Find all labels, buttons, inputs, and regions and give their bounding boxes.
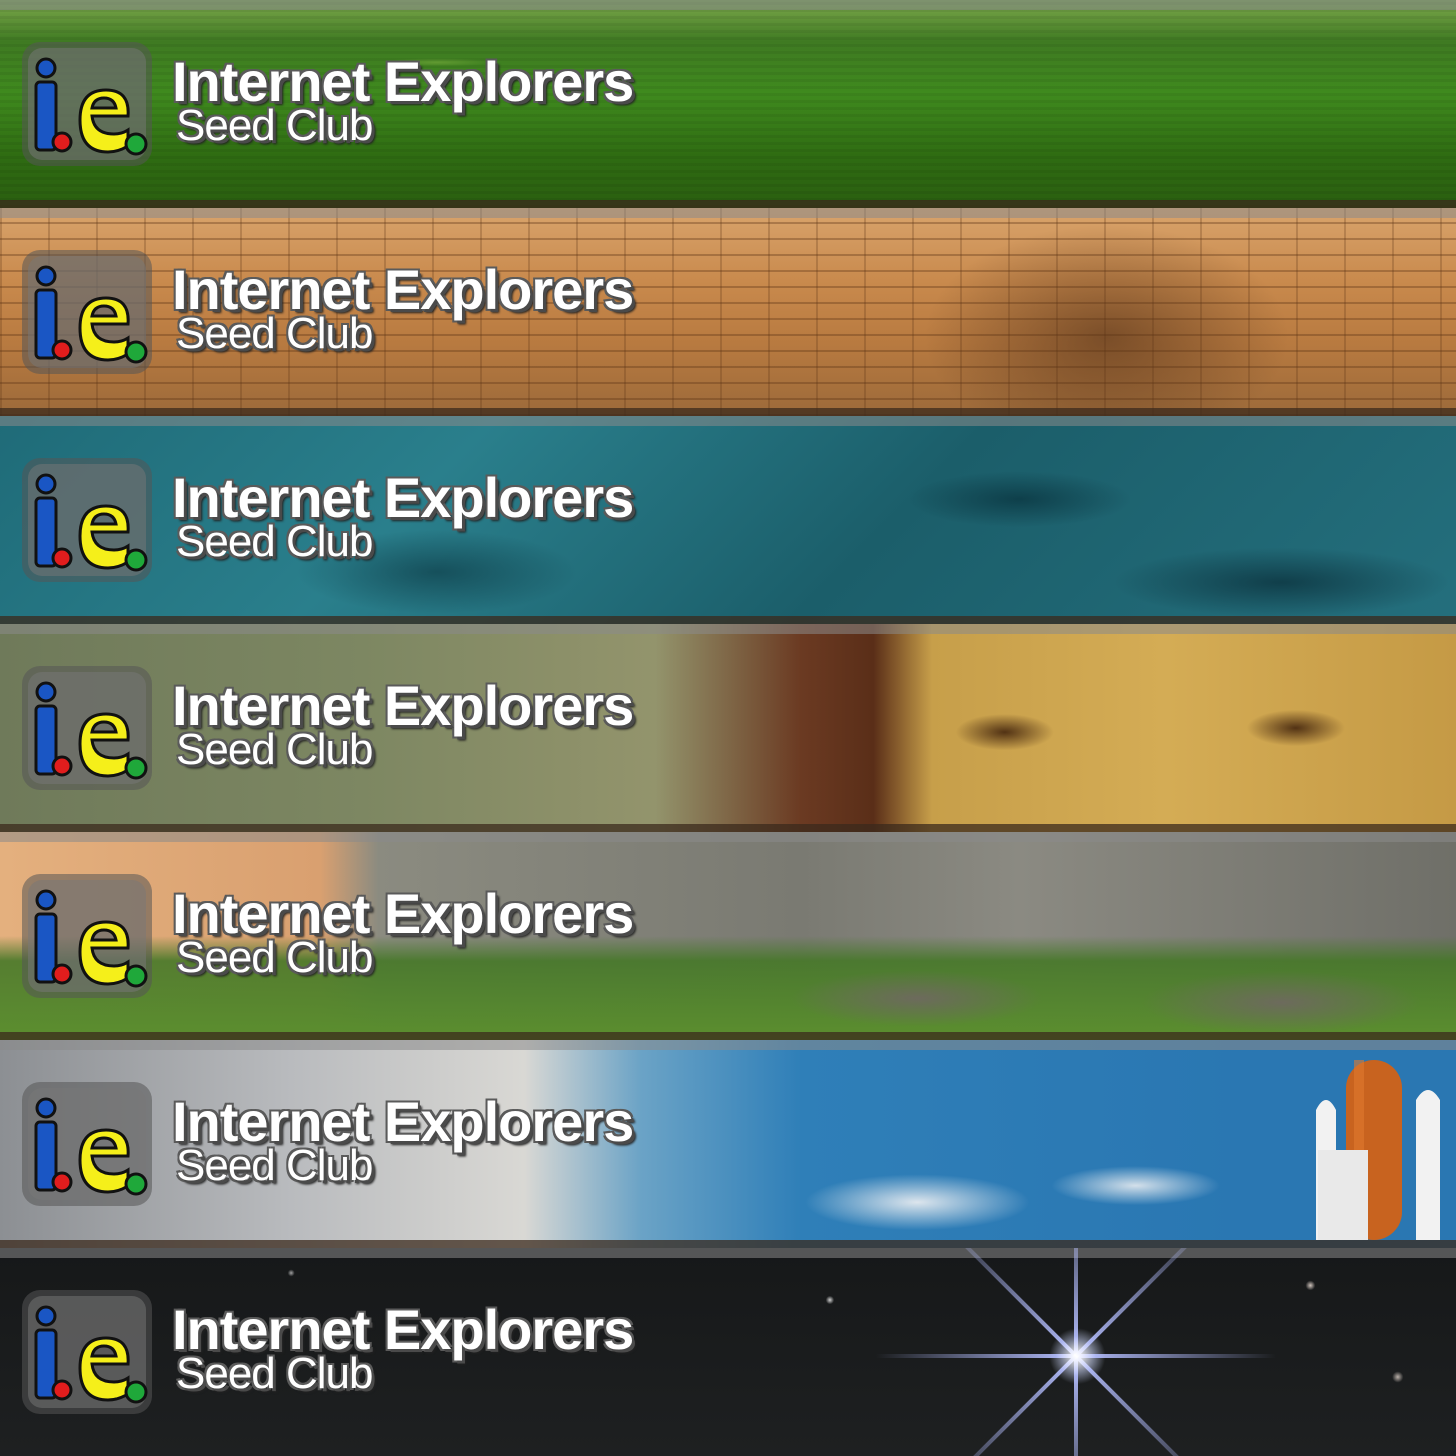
banner-title: Internet Explorers [172,258,634,321]
banner-subtitle: Seed Club [176,725,373,774]
ie-logo-icon [18,38,156,170]
banner-marble: Internet Explorers Seed Club [0,416,1456,624]
banner-subtitle: Seed Club [176,309,373,358]
banner-subtitle: Seed Club [176,517,373,566]
ie-logo-icon [18,246,156,378]
banner-subtitle: Seed Club [176,1141,373,1190]
banner-subtitle: Seed Club [176,933,373,982]
banner-title: Internet Explorers [172,50,634,113]
banner-subtitle: Seed Club [176,101,373,150]
banner-subtitle: Seed Club [176,1349,373,1398]
banner-brick: Internet Explorers Seed Club [0,208,1456,416]
banner-grass: Internet Explorers Seed Club [0,0,1456,208]
ie-logo-icon [18,870,156,1002]
banner-space: Internet Explorers Seed Club [0,1248,1456,1456]
banner-title: Internet Explorers [172,466,634,529]
ie-logo-icon [18,662,156,794]
ie-logo-icon [18,454,156,586]
banner-title: Internet Explorers [172,882,634,945]
banner-title: Internet Explorers [172,674,634,737]
banner-title: Internet Explorers [172,1090,634,1153]
banner-title: Internet Explorers [172,1298,634,1361]
space-shuttle-icon [1316,1060,1440,1240]
banner-mona-lisa: Internet Explorers Seed Club [0,624,1456,832]
ie-logo-icon [18,1078,156,1210]
banner-stonehenge: Internet Explorers Seed Club [0,832,1456,1040]
ie-logo-icon [18,1286,156,1418]
banner-shuttle: Internet Explorers Seed Club [0,1040,1456,1248]
